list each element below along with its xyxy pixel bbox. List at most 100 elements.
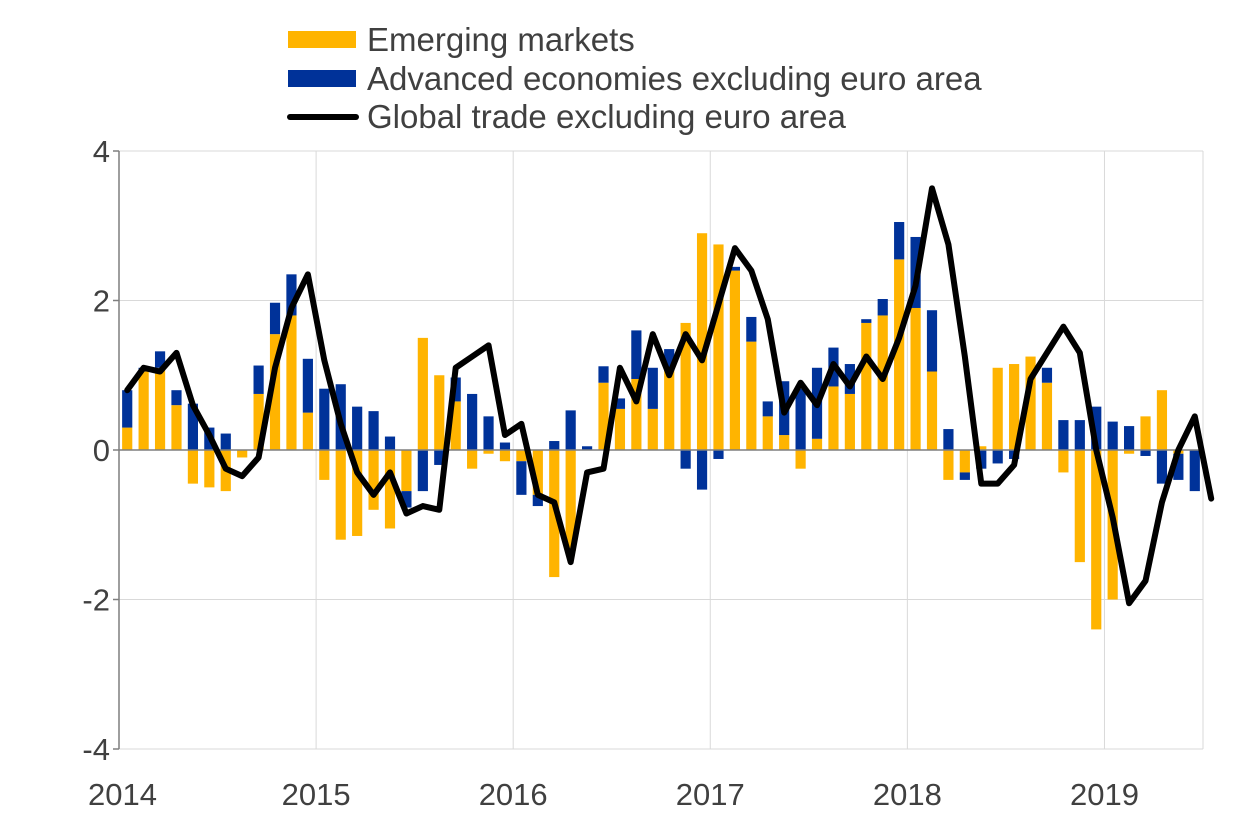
bar-emerging-markets bbox=[204, 450, 215, 488]
bar-advanced-economies bbox=[992, 450, 1003, 464]
bar-emerging-markets bbox=[795, 450, 806, 469]
bar-advanced-economies bbox=[1058, 420, 1069, 450]
bar-emerging-markets bbox=[286, 315, 297, 450]
bar-advanced-economies bbox=[269, 302, 281, 335]
legend-swatch-advanced-economies bbox=[288, 70, 356, 87]
bar-advanced-economies bbox=[795, 388, 806, 450]
bar-emerging-markets bbox=[368, 450, 379, 510]
legend-label-global-trade: Global trade excluding euro area bbox=[367, 98, 846, 135]
bar-advanced-economies bbox=[1140, 450, 1151, 456]
bar-advanced-economies bbox=[1173, 453, 1184, 480]
bar-emerging-markets bbox=[417, 337, 428, 450]
bar-emerging-markets bbox=[811, 438, 823, 450]
bar-emerging-markets bbox=[943, 450, 954, 480]
bar-emerging-markets bbox=[828, 386, 839, 450]
bar-emerging-markets bbox=[384, 450, 396, 529]
bar-emerging-markets bbox=[647, 408, 658, 450]
bar-emerging-markets bbox=[352, 450, 363, 536]
bar-emerging-markets bbox=[1058, 450, 1069, 473]
bar-advanced-economies bbox=[368, 411, 379, 450]
bar-emerging-markets bbox=[696, 233, 708, 450]
bar-emerging-markets bbox=[959, 450, 970, 473]
bar-advanced-economies bbox=[680, 450, 691, 469]
bar-advanced-economies bbox=[187, 403, 199, 450]
bar-emerging-markets bbox=[565, 450, 576, 551]
bar-advanced-economies bbox=[319, 388, 330, 450]
bar-advanced-economies bbox=[713, 450, 724, 459]
x-tick-label: 2019 bbox=[1070, 777, 1139, 812]
bar-advanced-economies bbox=[1041, 367, 1053, 383]
bar-emerging-markets bbox=[467, 450, 478, 469]
bar-emerging-markets bbox=[1091, 450, 1102, 630]
bar-advanced-economies bbox=[943, 429, 954, 450]
bar-emerging-markets bbox=[450, 401, 461, 450]
y-tick-label: 4 bbox=[93, 134, 110, 169]
bar-emerging-markets bbox=[532, 450, 543, 495]
y-tick-label: 0 bbox=[93, 433, 110, 468]
bars bbox=[122, 222, 1200, 630]
bar-advanced-economies bbox=[1074, 420, 1085, 450]
bar-emerging-markets bbox=[680, 322, 691, 450]
x-tick-label: 2017 bbox=[676, 777, 745, 812]
bar-emerging-markets bbox=[664, 367, 675, 450]
bar-advanced-economies bbox=[1107, 421, 1118, 450]
bar-advanced-economies bbox=[220, 433, 231, 450]
bar-advanced-economies bbox=[516, 461, 527, 495]
bar-emerging-markets bbox=[844, 393, 855, 450]
x-tick-label: 2014 bbox=[88, 777, 157, 812]
bar-advanced-economies bbox=[401, 491, 412, 508]
x-tick-label: 2018 bbox=[873, 777, 942, 812]
bar-advanced-economies bbox=[762, 401, 773, 417]
bar-emerging-markets bbox=[401, 450, 412, 492]
bar-advanced-economies bbox=[434, 450, 445, 465]
bar-emerging-markets bbox=[1123, 450, 1135, 454]
bar-advanced-economies bbox=[598, 366, 609, 383]
bar-emerging-markets bbox=[992, 367, 1003, 450]
bar-emerging-markets bbox=[779, 435, 790, 450]
bar-advanced-economies bbox=[976, 450, 987, 469]
bar-emerging-markets bbox=[713, 244, 724, 450]
bar-advanced-economies bbox=[894, 222, 905, 260]
bar-emerging-markets bbox=[729, 270, 741, 450]
bar-emerging-markets bbox=[302, 412, 313, 450]
bar-emerging-markets bbox=[516, 450, 527, 462]
bar-advanced-economies bbox=[614, 398, 626, 409]
line-global-trade bbox=[124, 185, 1215, 607]
bar-advanced-economies bbox=[861, 319, 872, 323]
bar-advanced-economies bbox=[581, 446, 593, 450]
bar-advanced-economies bbox=[286, 274, 297, 316]
bar-emerging-markets bbox=[499, 450, 511, 462]
bar-advanced-economies bbox=[302, 358, 313, 413]
bar-emerging-markets bbox=[894, 259, 905, 450]
bar-emerging-markets bbox=[614, 408, 626, 450]
bar-emerging-markets bbox=[861, 322, 872, 450]
bar-emerging-markets bbox=[319, 450, 330, 480]
bar-emerging-markets bbox=[1025, 356, 1036, 450]
y-tick-label: 2 bbox=[93, 284, 110, 319]
legend: Emerging markets Advanced economies excl… bbox=[287, 21, 982, 135]
bar-advanced-economies bbox=[647, 367, 658, 409]
bar-advanced-economies bbox=[664, 349, 675, 368]
bar-advanced-economies bbox=[631, 330, 642, 379]
bar-advanced-economies bbox=[122, 390, 133, 428]
bar-advanced-economies bbox=[171, 390, 182, 406]
bar-advanced-economies bbox=[696, 450, 708, 490]
bar-emerging-markets bbox=[1009, 364, 1020, 450]
bar-emerging-markets bbox=[1140, 416, 1151, 450]
bar-emerging-markets bbox=[335, 450, 346, 540]
legend-label-emerging-markets: Emerging markets bbox=[367, 21, 635, 58]
bar-emerging-markets bbox=[1074, 450, 1085, 563]
bar-advanced-economies bbox=[565, 410, 576, 450]
bar-advanced-economies bbox=[1156, 450, 1168, 484]
bar-advanced-economies bbox=[499, 442, 511, 450]
bar-advanced-economies bbox=[384, 436, 396, 450]
bar-emerging-markets bbox=[926, 371, 938, 450]
bar-emerging-markets bbox=[746, 341, 757, 450]
bar-advanced-economies bbox=[154, 351, 166, 368]
y-tick-label: -4 bbox=[82, 732, 110, 767]
bar-emerging-markets bbox=[1041, 382, 1053, 450]
bar-emerging-markets bbox=[154, 367, 166, 450]
bar-emerging-markets bbox=[631, 378, 642, 450]
bar-advanced-economies bbox=[467, 393, 478, 450]
